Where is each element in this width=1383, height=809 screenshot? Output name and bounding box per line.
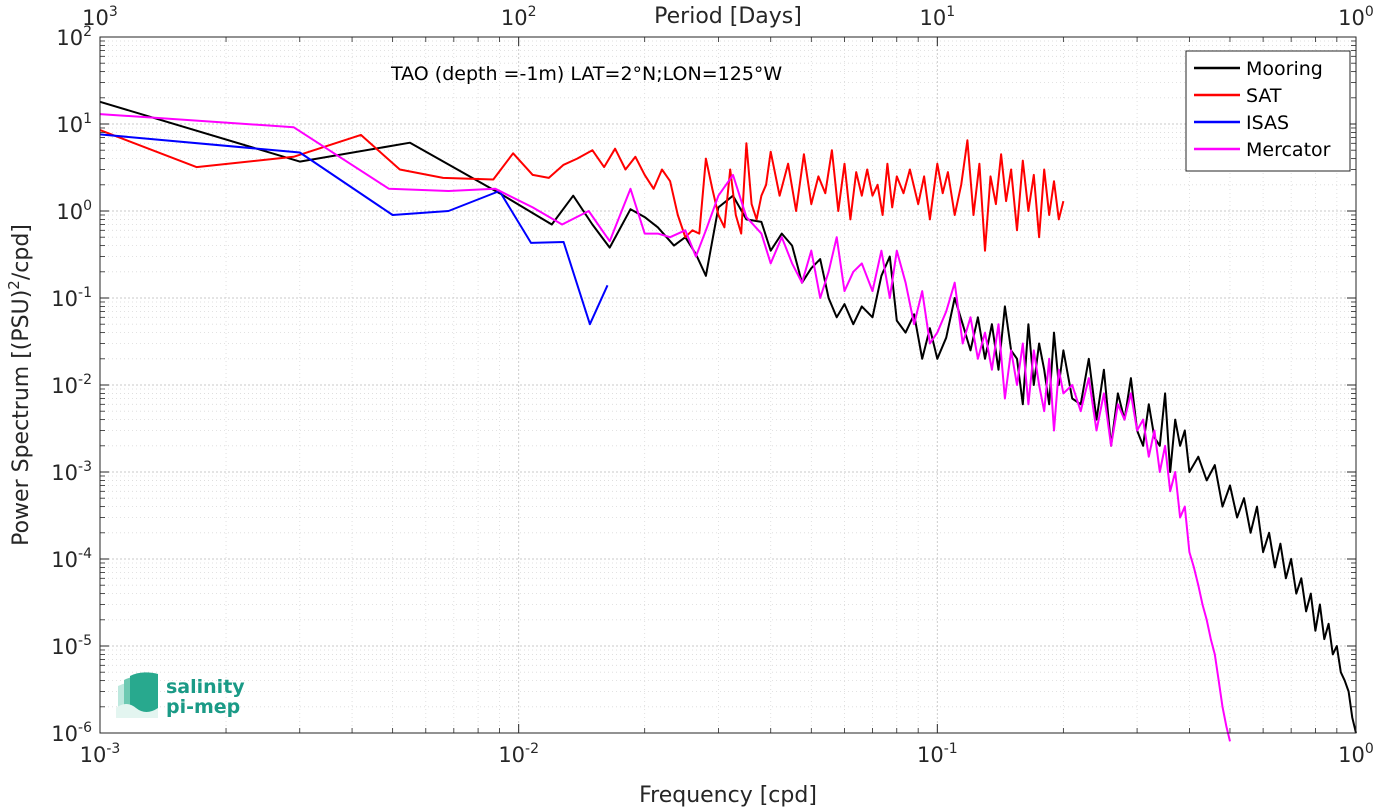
grid [99, 36, 1357, 734]
series-line-sat [99, 129, 1065, 252]
series-line-mercator [99, 113, 1231, 742]
y-tick-label: 10-6 [51, 720, 92, 746]
top-axis-title: Period [Days] [654, 4, 802, 29]
legend-label-mercator: Mercator [1246, 139, 1331, 161]
legend: Mooring SAT ISAS Mercator [1185, 50, 1351, 172]
y-axis-title-suffix: /cpd] [9, 224, 34, 280]
y-tick-label: 102 [56, 24, 92, 50]
logo-text-line1: salinity [166, 676, 245, 698]
series-line-isas [99, 133, 609, 326]
legend-label-isas: ISAS [1246, 112, 1289, 134]
legend-label-sat: SAT [1246, 85, 1282, 107]
logo-text-line2: pi-mep [166, 696, 240, 718]
y-tick-label: 10-2 [51, 372, 92, 398]
x-tick-label: 10-2 [498, 741, 539, 767]
y-tick-label: 10-3 [51, 459, 92, 485]
x-axis-title: Frequency [cpd] [639, 783, 817, 808]
y-tick-label: 10-5 [51, 633, 92, 659]
y-axis-title-prefix: Power Spectrum [(PSU) [9, 290, 34, 546]
top-tick-label: 103 [82, 4, 118, 30]
legend-box [1185, 50, 1351, 172]
y-axis-title-sup: 2 [5, 280, 23, 290]
axis-ticks [99, 36, 1357, 734]
salinity-pi-mep-logo: salinity pi-mep [116, 672, 245, 718]
y-tick-label: 10-1 [51, 285, 92, 311]
x-tick-label: 10-1 [917, 741, 958, 767]
top-tick-label: 100 [1338, 4, 1374, 30]
chart-annotation: TAO (depth =-1m) LAT=2°N;LON=125°W [390, 63, 782, 85]
y-tick-label: 10-4 [51, 546, 92, 572]
series-line-mooring [99, 100, 1357, 734]
x-tick-label: 100 [1338, 741, 1374, 767]
top-tick-label: 101 [920, 4, 956, 30]
top-tick-label: 102 [501, 4, 537, 30]
y-tick-label: 100 [56, 198, 92, 224]
x-tick-label: 10-3 [80, 741, 121, 767]
y-tick-label: 101 [56, 111, 92, 137]
logo-mark-icon [116, 672, 158, 718]
legend-label-mooring: Mooring [1246, 58, 1323, 80]
plot-lines [99, 100, 1357, 742]
y-axis-title: Power Spectrum [(PSU)2/cpd] [5, 224, 34, 546]
